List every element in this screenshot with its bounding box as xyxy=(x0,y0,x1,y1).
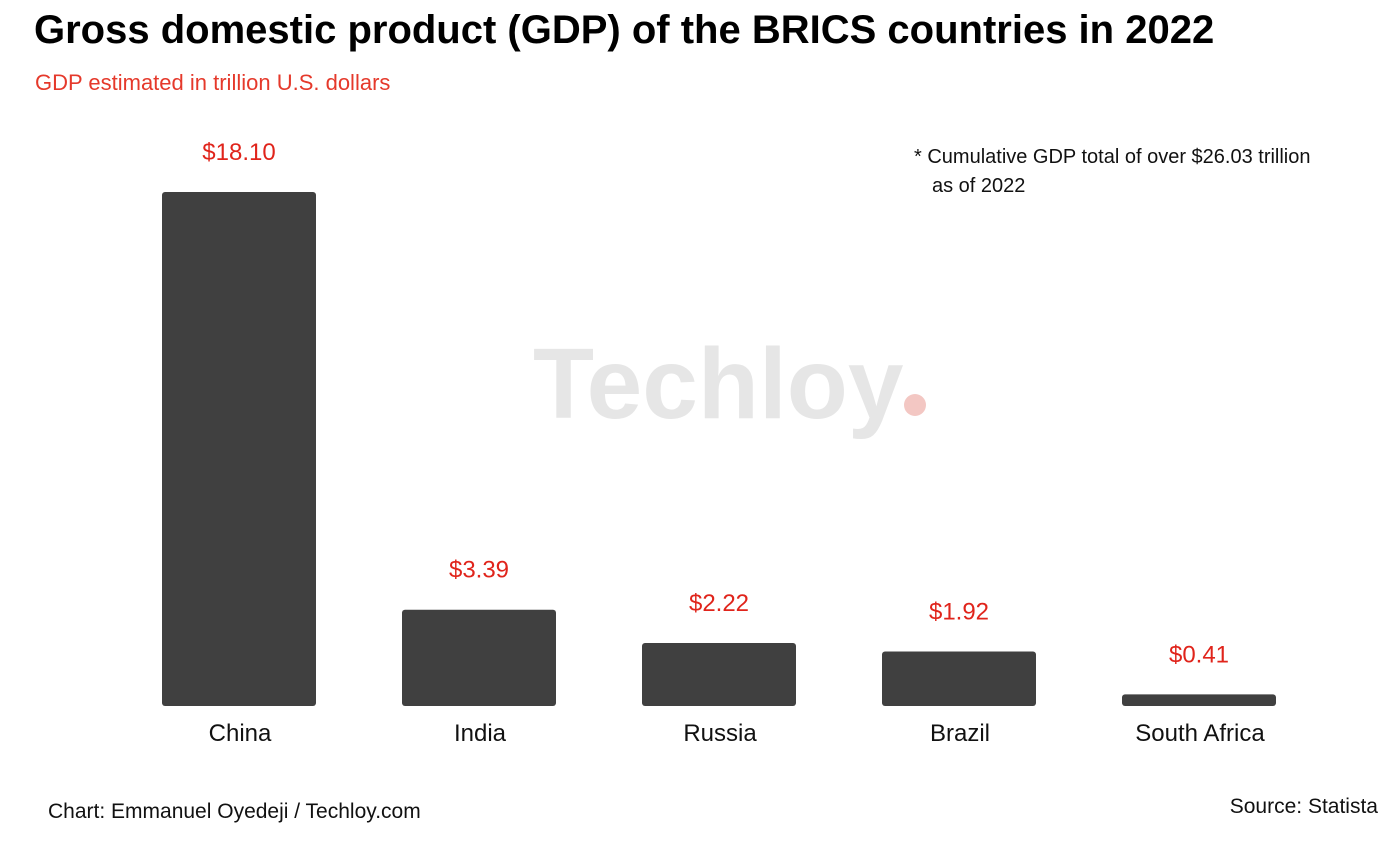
data-source: Source: Statista xyxy=(1229,795,1378,818)
cumulative-note: * Cumulative GDP total of over $26.03 tr… xyxy=(914,143,1311,201)
value-label: $0.41 xyxy=(1169,641,1229,668)
category-label: India xyxy=(454,720,507,747)
watermark-text: Techloy xyxy=(533,328,904,440)
value-label: $2.22 xyxy=(689,590,749,617)
chart-subtitle: GDP estimated in trillion U.S. dollars xyxy=(35,70,391,95)
bar-series: $18.10 China $3.39 India $2.22 Russia $1.92 Bra… xyxy=(162,139,1276,747)
bar-brazil xyxy=(882,651,1036,706)
cumulative-note-line2: as of 2022 xyxy=(932,175,1026,197)
cumulative-note-line1: * Cumulative GDP total of over $26.03 tr… xyxy=(914,146,1311,168)
category-label: South Africa xyxy=(1135,720,1265,747)
category-label: Russia xyxy=(683,720,757,747)
value-label: $3.39 xyxy=(449,557,509,584)
watermark-dot xyxy=(904,394,926,416)
watermark-logo: Techloy xyxy=(533,328,926,440)
value-label: $1.92 xyxy=(929,598,989,625)
value-label: $18.10 xyxy=(202,139,275,166)
bar-india xyxy=(402,609,556,706)
category-label: China xyxy=(209,720,272,747)
chart-title: Gross domestic product (GDP) of the BRIC… xyxy=(34,8,1215,52)
chart-credit: Chart: Emmanuel Oyedeji / Techloy.com xyxy=(48,800,421,823)
bar-south-africa xyxy=(1122,694,1276,706)
bar-russia xyxy=(642,642,796,706)
bar-china xyxy=(162,192,316,706)
category-label: Brazil xyxy=(930,720,990,747)
